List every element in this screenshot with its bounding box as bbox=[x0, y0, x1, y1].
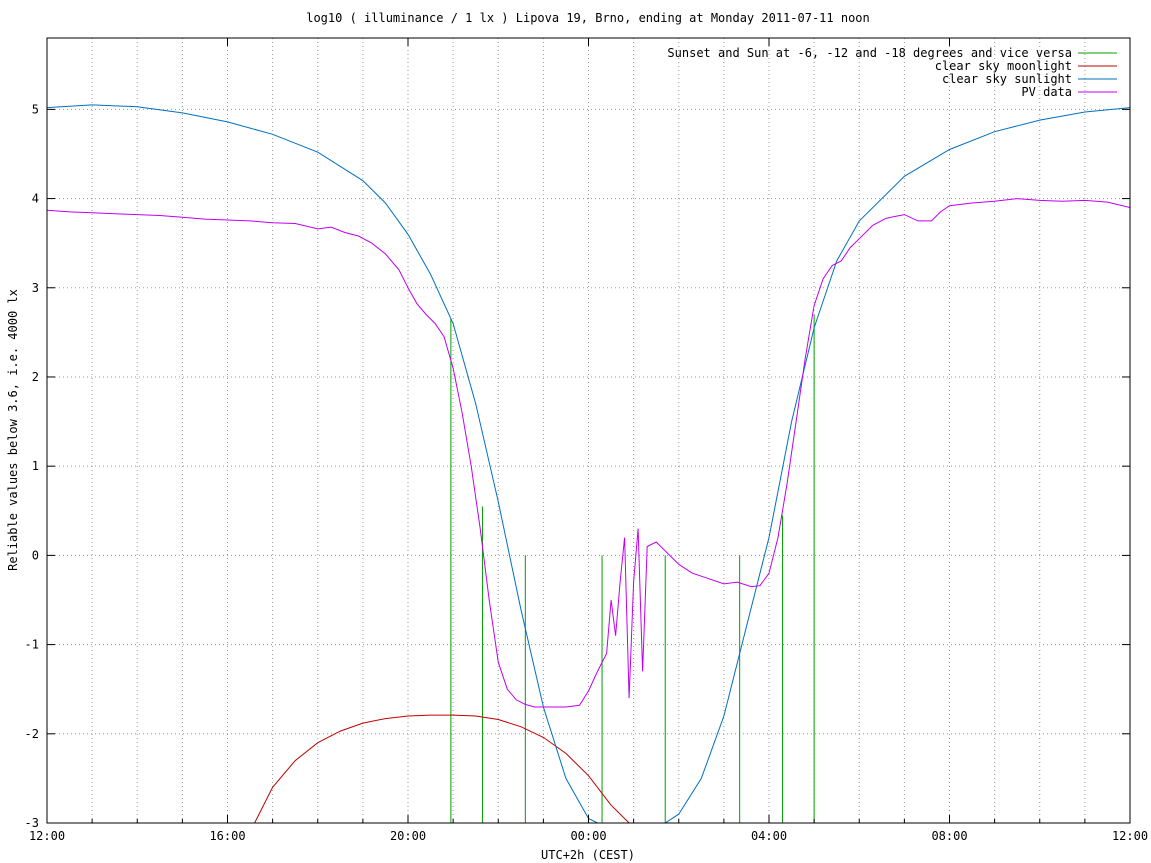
legend-label: clear sky sunlight bbox=[942, 72, 1072, 86]
series-line-3 bbox=[47, 198, 1130, 708]
y-tick-label: 5 bbox=[32, 102, 39, 116]
y-tick-label: 1 bbox=[32, 459, 39, 473]
y-axis-label: Reliable values below 3.6, i.e. 4000 lx bbox=[6, 289, 20, 571]
x-tick-label: 12:00 bbox=[1112, 829, 1148, 843]
y-tick-label: 4 bbox=[32, 192, 39, 206]
y-tick-label: 0 bbox=[32, 548, 39, 562]
series-sun-markers bbox=[450, 314, 815, 823]
grid bbox=[47, 38, 1130, 823]
x-tick-label: 08:00 bbox=[931, 829, 967, 843]
chart-title: log10 ( illuminance / 1 lx ) Lipova 19, … bbox=[306, 11, 870, 25]
x-tick-label: 04:00 bbox=[751, 829, 787, 843]
y-tick-label: -1 bbox=[25, 638, 39, 652]
legend: Sunset and Sun at -6, -12 and -18 degree… bbox=[667, 46, 1117, 99]
x-tick-label: 16:00 bbox=[209, 829, 245, 843]
y-tick-label: 2 bbox=[32, 370, 39, 384]
x-tick-label: 20:00 bbox=[390, 829, 426, 843]
y-tick-label: -2 bbox=[25, 727, 39, 741]
axis-ticks: 12:00 16:00 20:00 00:00 04:00 08:00 12:00-3-2-… bbox=[25, 38, 1148, 843]
series-line-1 bbox=[254, 714, 630, 823]
x-tick-label: 00:00 bbox=[570, 829, 606, 843]
legend-label: clear sky moonlight bbox=[935, 59, 1072, 73]
legend-label: PV data bbox=[1021, 85, 1072, 99]
y-tick-label: -3 bbox=[25, 816, 39, 830]
legend-label: Sunset and Sun at -6, -12 and -18 degree… bbox=[667, 46, 1072, 60]
x-tick-label: 12:00 bbox=[29, 829, 65, 843]
y-tick-label: 3 bbox=[32, 281, 39, 295]
x-axis-label: UTC+2h (CEST) bbox=[541, 848, 635, 862]
